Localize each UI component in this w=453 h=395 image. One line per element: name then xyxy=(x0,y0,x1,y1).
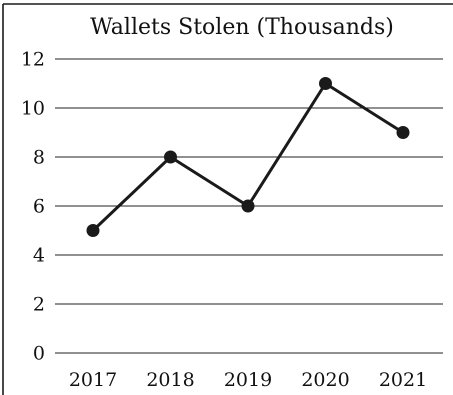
data-point-2018 xyxy=(164,150,177,164)
y-tick-label: 12 xyxy=(21,49,45,71)
y-tick-label: 2 xyxy=(33,294,45,316)
data-point-2017 xyxy=(86,224,100,237)
x-axis-tick-labels: 2017 2018 2019 2020 2021 xyxy=(69,369,427,391)
y-tick-label: 10 xyxy=(21,98,45,120)
y-tick-label: 6 xyxy=(33,196,45,218)
x-tick-label: 2019 xyxy=(224,369,272,391)
x-tick-label: 2021 xyxy=(379,369,427,391)
x-tick-label: 2018 xyxy=(146,369,194,391)
data-point-2019 xyxy=(241,199,255,213)
y-tick-label: 8 xyxy=(33,147,45,169)
data-point-2020 xyxy=(319,77,332,90)
x-tick-label: 2017 xyxy=(69,369,117,391)
y-tick-label: 4 xyxy=(33,245,45,267)
y-axis-tick-labels: 0 2 4 6 8 10 12 xyxy=(21,49,45,365)
x-tick-label: 2020 xyxy=(301,369,349,391)
chart-title: Wallets Stolen (Thousands) xyxy=(90,15,394,40)
y-tick-label: 0 xyxy=(33,343,45,365)
data-point-2021 xyxy=(396,126,410,139)
data-series xyxy=(86,77,410,237)
